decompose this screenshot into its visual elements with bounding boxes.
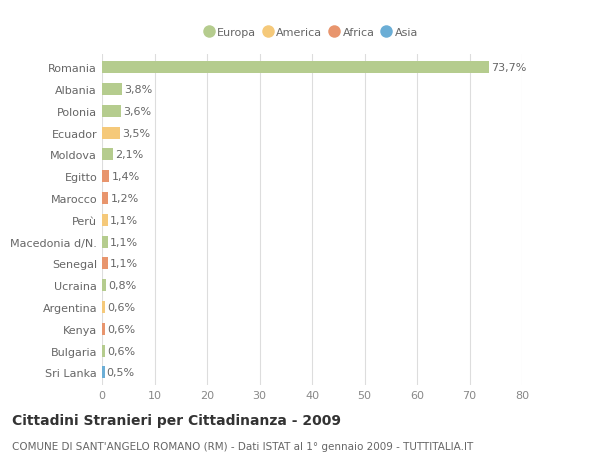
Bar: [102, 280, 106, 291]
Bar: [102, 323, 105, 335]
Bar: [102, 345, 105, 357]
Text: 3,6%: 3,6%: [123, 106, 151, 117]
Text: 3,8%: 3,8%: [124, 85, 152, 95]
Text: 1,4%: 1,4%: [112, 172, 140, 182]
Bar: [102, 214, 108, 226]
Text: 1,1%: 1,1%: [110, 215, 138, 225]
Text: 73,7%: 73,7%: [491, 63, 526, 73]
Bar: [102, 149, 113, 161]
Text: 3,5%: 3,5%: [122, 129, 151, 138]
Bar: [102, 62, 489, 74]
Text: 0,6%: 0,6%: [107, 346, 136, 356]
Text: 0,6%: 0,6%: [107, 324, 136, 334]
Legend: Europa, America, Africa, Asia: Europa, America, Africa, Asia: [203, 24, 421, 42]
Text: 0,5%: 0,5%: [107, 368, 135, 377]
Text: 0,8%: 0,8%: [109, 280, 137, 291]
Bar: [102, 128, 121, 140]
Text: 2,1%: 2,1%: [115, 150, 143, 160]
Bar: [102, 258, 108, 270]
Bar: [102, 171, 109, 183]
Text: Cittadini Stranieri per Cittadinanza - 2009: Cittadini Stranieri per Cittadinanza - 2…: [12, 413, 341, 427]
Bar: [102, 367, 104, 379]
Bar: [102, 84, 122, 96]
Bar: [102, 106, 121, 118]
Bar: [102, 193, 109, 205]
Text: 1,1%: 1,1%: [110, 259, 138, 269]
Text: 1,2%: 1,2%: [110, 194, 139, 204]
Text: 0,6%: 0,6%: [107, 302, 136, 312]
Bar: [102, 236, 108, 248]
Text: COMUNE DI SANT'ANGELO ROMANO (RM) - Dati ISTAT al 1° gennaio 2009 - TUTTITALIA.I: COMUNE DI SANT'ANGELO ROMANO (RM) - Dati…: [12, 441, 473, 451]
Text: 1,1%: 1,1%: [110, 237, 138, 247]
Bar: [102, 301, 105, 313]
